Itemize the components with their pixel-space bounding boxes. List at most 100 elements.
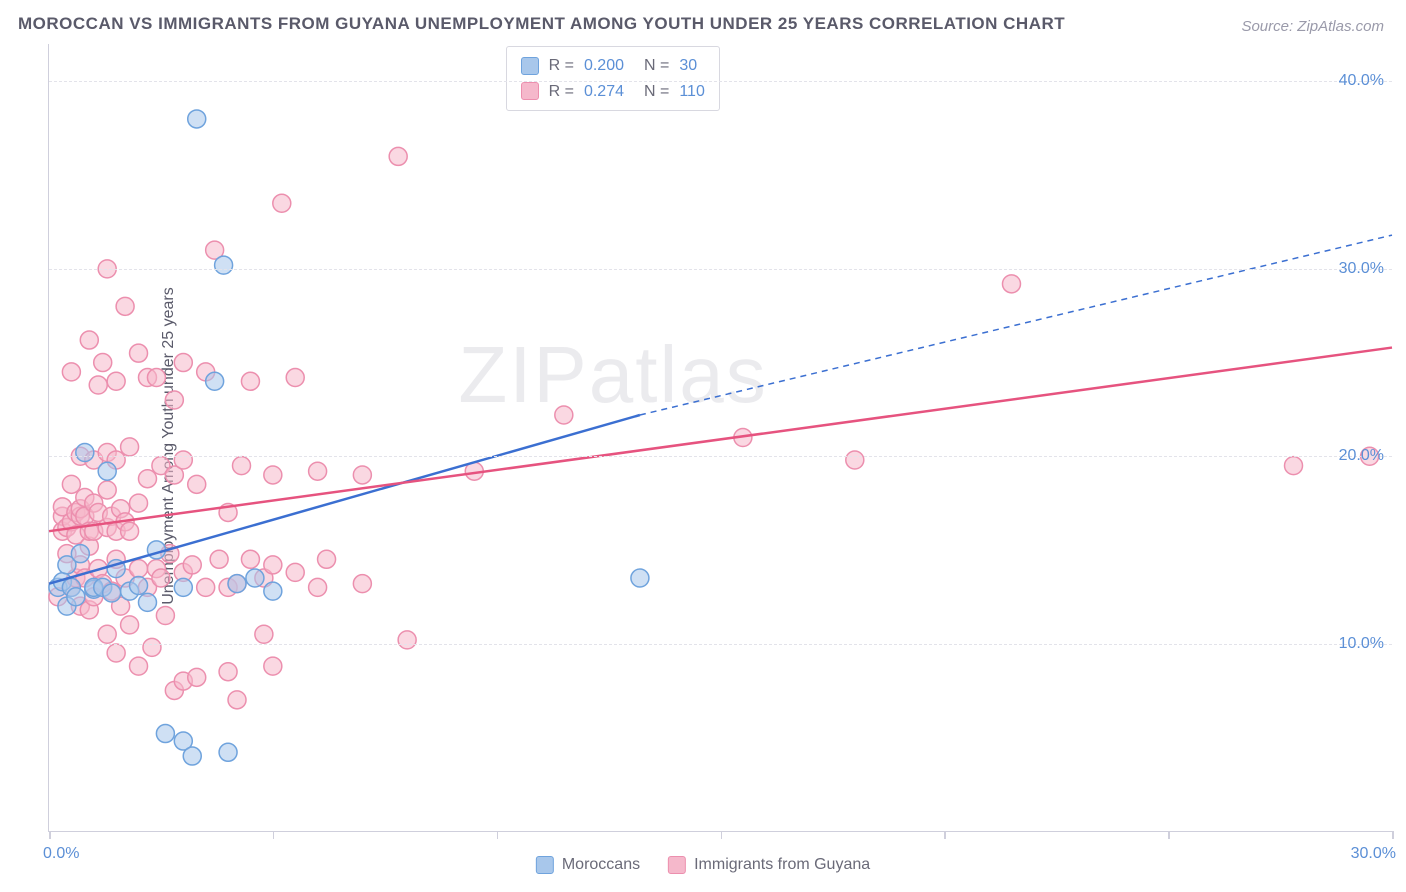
source-label: Source: ZipAtlas.com [1241, 18, 1384, 35]
data-point [219, 743, 237, 761]
x-tick-label: 30.0% [1351, 845, 1396, 863]
data-point [264, 657, 282, 675]
legend-label: Moroccans [562, 856, 640, 874]
x-tick [273, 831, 275, 839]
data-point [121, 438, 139, 456]
data-point [98, 481, 116, 499]
data-point [1002, 275, 1020, 293]
gridline [49, 644, 1392, 645]
gridline [49, 81, 1392, 82]
data-point [246, 569, 264, 587]
data-point [71, 545, 89, 563]
data-point [188, 668, 206, 686]
chart-title: MOROCCAN VS IMMIGRANTS FROM GUYANA UNEMP… [18, 14, 1065, 34]
data-point [241, 372, 259, 390]
gridline [49, 269, 1392, 270]
data-point [389, 147, 407, 165]
data-point [1285, 457, 1303, 475]
data-point [219, 663, 237, 681]
data-point [116, 297, 134, 315]
x-tick-label: 0.0% [43, 845, 79, 863]
data-point [174, 451, 192, 469]
legend-item-guyana: Immigrants from Guyana [668, 856, 870, 874]
data-point [188, 475, 206, 493]
legend-row-moroccans: R = 0.200 N = 30 [521, 53, 705, 79]
data-point [264, 556, 282, 574]
data-point [631, 569, 649, 587]
data-point [174, 578, 192, 596]
data-point [206, 372, 224, 390]
data-point [130, 577, 148, 595]
data-point [130, 344, 148, 362]
data-point [98, 625, 116, 643]
data-point [309, 578, 327, 596]
data-point [143, 638, 161, 656]
data-point [156, 725, 174, 743]
trend-line-extrapolated [640, 235, 1392, 415]
data-point [98, 462, 116, 480]
data-point [264, 582, 282, 600]
data-point [264, 466, 282, 484]
data-point [174, 354, 192, 372]
y-tick-label: 30.0% [1339, 260, 1384, 278]
data-point [130, 560, 148, 578]
swatch-icon [521, 57, 539, 75]
data-point [156, 607, 174, 625]
data-point [121, 616, 139, 634]
x-tick [721, 831, 723, 839]
data-point [130, 494, 148, 512]
data-point [130, 657, 148, 675]
data-point [286, 369, 304, 387]
data-point [107, 644, 125, 662]
data-point [107, 372, 125, 390]
legend-r-value: 0.200 [584, 53, 624, 79]
legend-n-label: N = [644, 53, 669, 79]
legend-r-label: R = [549, 53, 574, 79]
data-point [165, 391, 183, 409]
data-point [197, 578, 215, 596]
gridline [49, 456, 1392, 457]
legend-n-value: 30 [679, 53, 697, 79]
swatch-icon [521, 82, 539, 100]
series-legend: Moroccans Immigrants from Guyana [536, 856, 870, 874]
data-point [152, 569, 170, 587]
data-point [183, 747, 201, 765]
plot-area: ZIPatlas R = 0.200 N = 30 R = 0.274 N = … [48, 44, 1392, 832]
data-point [94, 354, 112, 372]
data-point [62, 363, 80, 381]
swatch-icon [668, 856, 686, 874]
data-point [76, 443, 94, 461]
data-point [228, 575, 246, 593]
data-point [147, 369, 165, 387]
data-point [121, 522, 139, 540]
scatter-plot [49, 44, 1392, 831]
data-point [138, 470, 156, 488]
data-point [353, 466, 371, 484]
y-tick-label: 10.0% [1339, 635, 1384, 653]
data-point [138, 593, 156, 611]
data-point [210, 550, 228, 568]
data-point [67, 588, 85, 606]
legend-item-moroccans: Moroccans [536, 856, 640, 874]
data-point [286, 563, 304, 581]
correlation-legend: R = 0.200 N = 30 R = 0.274 N = 110 [506, 46, 720, 111]
data-point [89, 376, 107, 394]
data-point [215, 256, 233, 274]
x-tick [49, 831, 51, 839]
data-point [188, 110, 206, 128]
data-point [318, 550, 336, 568]
data-point [183, 556, 201, 574]
x-tick [1392, 831, 1394, 839]
y-tick-label: 40.0% [1339, 72, 1384, 90]
data-point [255, 625, 273, 643]
x-tick [497, 831, 499, 839]
data-point [398, 631, 416, 649]
legend-label: Immigrants from Guyana [694, 856, 870, 874]
swatch-icon [536, 856, 554, 874]
data-point [232, 457, 250, 475]
data-point [241, 550, 259, 568]
data-point [846, 451, 864, 469]
y-tick-label: 20.0% [1339, 447, 1384, 465]
data-point [62, 475, 80, 493]
data-point [80, 331, 98, 349]
